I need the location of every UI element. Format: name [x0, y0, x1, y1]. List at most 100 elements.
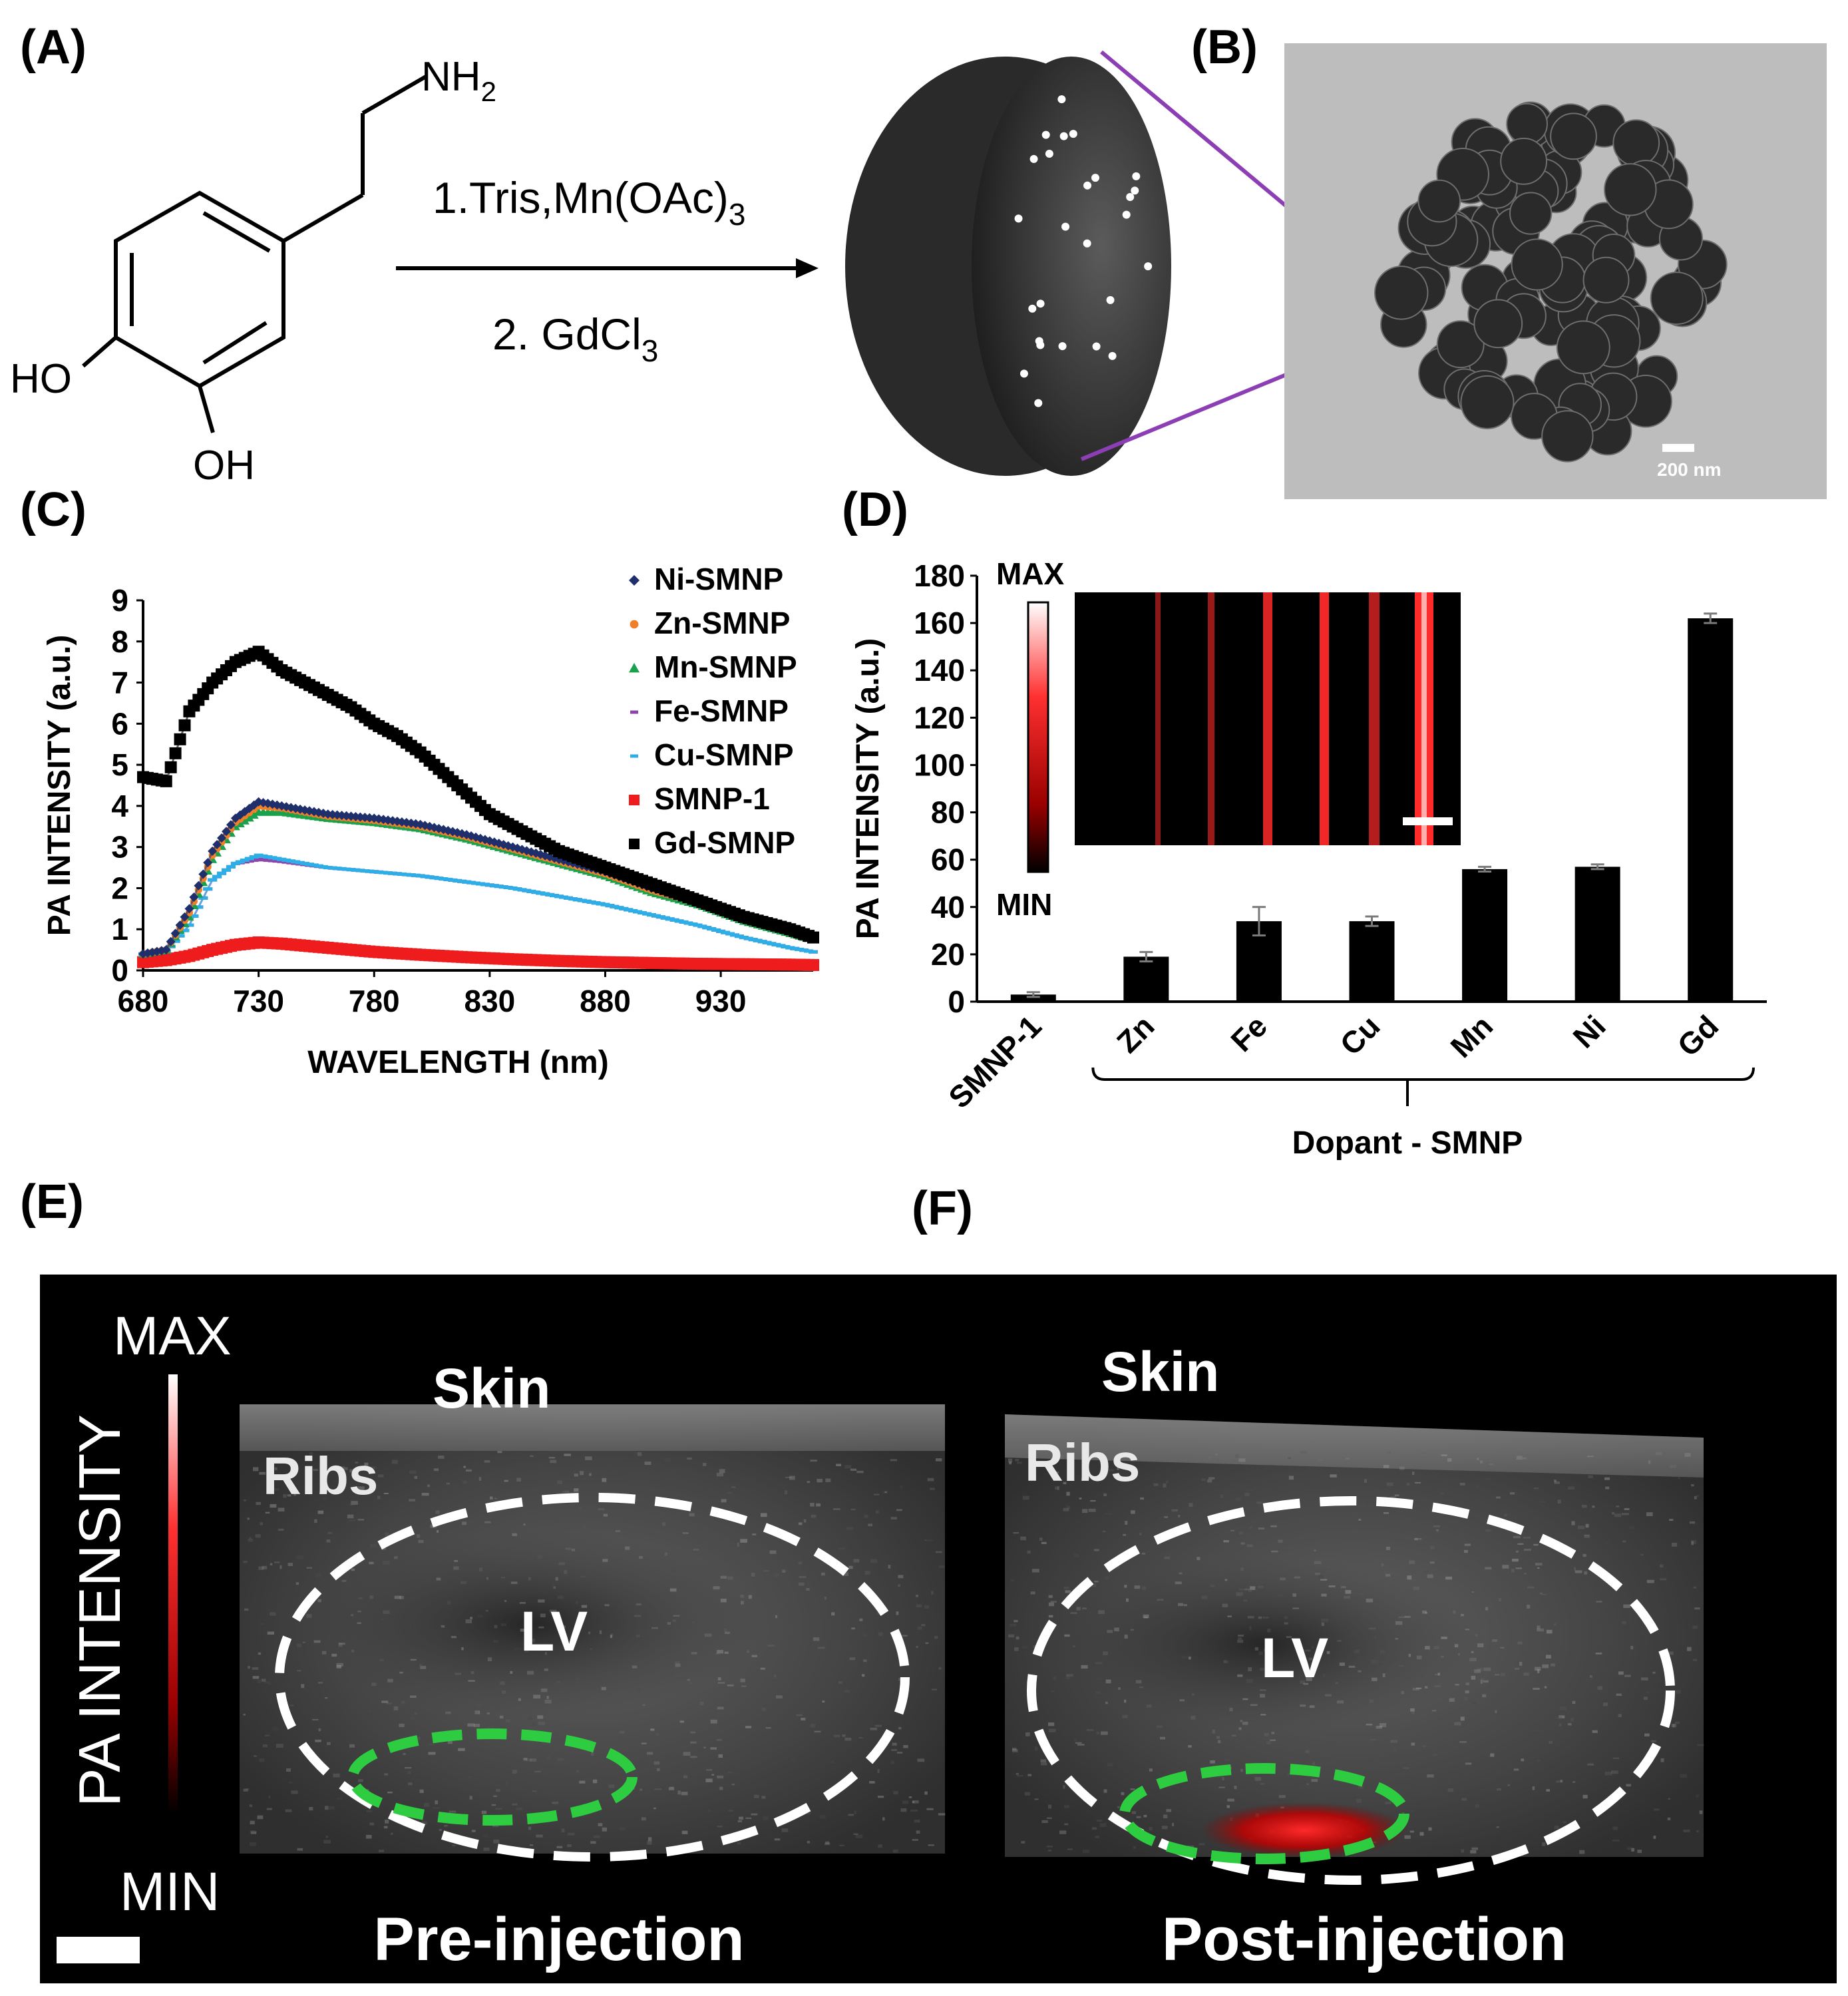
- legend-label: Ni-SMNP: [654, 562, 783, 596]
- data-point-ni-smnp: [203, 858, 213, 868]
- error-bar-smnp-1: [1026, 991, 1040, 998]
- lv-label-post: LV: [1261, 1627, 1328, 1689]
- x-tick-label-c: 680: [118, 984, 169, 1018]
- data-point-cu-smnp: [189, 914, 199, 918]
- scale-bar-d: [1403, 817, 1453, 825]
- y-tick-label-c: 2: [111, 871, 128, 905]
- panel-label-e: (E): [20, 1175, 84, 1229]
- y-tick-label-c: 8: [111, 624, 128, 659]
- bar-mn: [1462, 869, 1508, 1002]
- y-tick-label-c: 4: [111, 789, 128, 823]
- data-point-ni-smnp: [170, 928, 180, 938]
- y-tick-label-c: 9: [111, 583, 128, 618]
- legend-marker: [629, 575, 640, 586]
- y-tick-label-c: 5: [111, 747, 128, 782]
- y-tick-label-d: 20: [931, 937, 965, 972]
- x-axis-title-c: WAVELENGTH (nm): [307, 1045, 608, 1080]
- data-point-cu-smnp: [198, 896, 208, 900]
- y-tick-label-d: 120: [914, 700, 965, 735]
- data-point-ni-smnp: [189, 893, 199, 902]
- pa-signal-hotspot: [1201, 1802, 1407, 1858]
- legend-label: Cu-SMNP: [654, 737, 794, 772]
- y-tick-label-d: 180: [914, 558, 965, 593]
- data-point-mn-smnp: [249, 810, 259, 819]
- panel-a: (A) NH2 HO OH 1.Tris,Mn(OAc)3 2. GdCl3: [10, 21, 1395, 489]
- x-tick-label-c: 930: [695, 984, 747, 1018]
- data-point-mn-smnp: [240, 816, 250, 825]
- scale-bar-b: [1662, 444, 1694, 452]
- data-point-ni-smnp: [184, 904, 194, 914]
- data-point-ni-smnp: [175, 920, 185, 930]
- pa-inset-image: [1075, 592, 1461, 845]
- data-point-ni-smnp: [161, 945, 171, 955]
- group-bracket: [1091, 1067, 1755, 1081]
- panel-label-c: (C): [20, 483, 87, 536]
- series-smnp-1: [137, 936, 819, 971]
- y-axis-title-d: PA INTENSITY (a.u.): [850, 638, 886, 939]
- panel-label-a: (A): [20, 21, 87, 74]
- y-tick-label-d: 40: [931, 890, 965, 924]
- data-point-cu-smnp: [212, 875, 222, 879]
- error-bar-gd: [1704, 612, 1718, 624]
- data-point-gd-smnp: [169, 747, 182, 759]
- y-tick-label-c: 6: [111, 706, 128, 741]
- legend-marker: [629, 795, 640, 805]
- roi-outline-post: [1119, 1763, 1409, 1864]
- error-bar-zn: [1139, 950, 1153, 963]
- data-point-cu-smnp: [208, 878, 218, 882]
- series-gd-smnp: [137, 646, 819, 944]
- panel-label-d: (D): [842, 483, 908, 536]
- dopamine-structure: [82, 75, 427, 433]
- bar-cu: [1349, 921, 1395, 1002]
- amine-group: NH2: [421, 54, 496, 107]
- data-point-ni-smnp: [212, 839, 222, 849]
- data-point-ni-smnp: [194, 881, 204, 891]
- caption-pre-injection: Pre-injection: [373, 1905, 744, 1973]
- y-tick-label-d: 100: [914, 747, 965, 782]
- data-point-ni-smnp: [198, 869, 208, 879]
- panel-label-b: (B): [1191, 21, 1258, 74]
- legend-label: Fe-SMNP: [654, 694, 789, 728]
- colorbar-min-e: MIN: [120, 1862, 220, 1922]
- bar-smnp-1: [1010, 994, 1056, 1002]
- data-point-gd-smnp: [174, 733, 186, 745]
- panel-label-f: (F): [912, 1182, 973, 1235]
- legend-c: Ni-SMNP Zn-SMNP Mn-SMNP Fe-SMNP Cu-SMNP SMNP-…: [629, 562, 797, 860]
- legend-marker: [630, 710, 638, 714]
- skin-label-post: Skin: [1101, 1340, 1219, 1403]
- inset-colorbar: MAX MIN: [996, 556, 1065, 922]
- category-label-d: Zn: [1110, 1008, 1161, 1060]
- error-bar-ni: [1590, 863, 1604, 871]
- reaction-arrow: [396, 258, 819, 278]
- x-tick-label-c: 830: [464, 984, 515, 1018]
- y-tick-label-d: 140: [914, 653, 965, 688]
- y-tick-label-d: 160: [914, 606, 965, 640]
- y-tick-label-c: 1: [111, 912, 128, 946]
- legend-label: Gd-SMNP: [654, 825, 795, 860]
- data-point-ni-smnp: [180, 912, 190, 922]
- x-tick-label-c: 880: [580, 984, 631, 1018]
- x-tick-label-c: 780: [349, 984, 400, 1018]
- data-point-cu-smnp: [203, 887, 213, 891]
- data-point-cu-smnp: [222, 868, 232, 872]
- hydroxyl-group-1: HO: [10, 356, 72, 402]
- y-tick-label-c: 7: [111, 666, 128, 700]
- data-point-cu-smnp: [217, 871, 227, 875]
- data-point-cu-smnp: [226, 865, 236, 869]
- data-point-gd-smnp: [178, 719, 191, 731]
- y-axis-title-c: PA INTENSITY (a.u.): [42, 635, 77, 936]
- category-label-d: SMNP-1: [942, 1008, 1048, 1115]
- category-label-d: Gd: [1670, 1008, 1725, 1063]
- group-label-d: Dopant - SMNP: [1292, 1125, 1523, 1161]
- data-point-cu-smnp: [180, 928, 190, 932]
- colorbar-max-e: MAX: [113, 1306, 232, 1366]
- data-point-cu-smnp: [194, 905, 204, 909]
- colorbar-title-e: PA INTENSITY: [67, 1414, 132, 1807]
- colorbar-e: MAX MIN PA INTENSITY: [67, 1306, 232, 1922]
- ribs-label-pre: Ribs: [263, 1446, 378, 1505]
- legend-marker: [629, 839, 640, 849]
- bar-ni: [1574, 867, 1620, 1002]
- y-tick-label-d: 0: [948, 984, 965, 1019]
- data-point-ni-smnp: [222, 827, 232, 837]
